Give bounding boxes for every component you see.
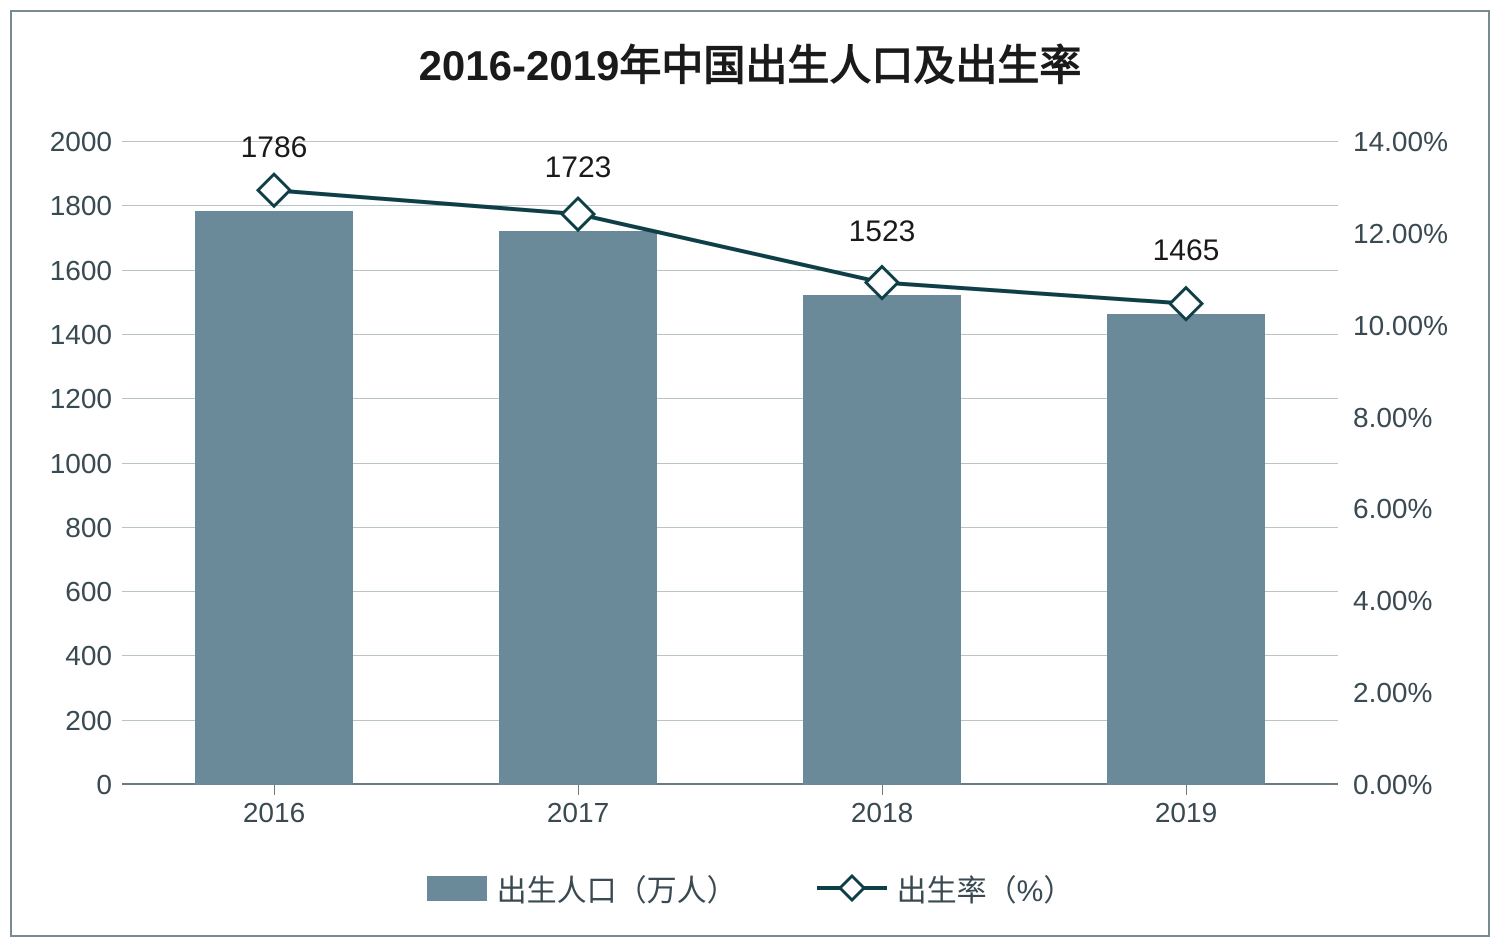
chart-container: 2016-2019年中国出生人口及出生率 0200400600800100012… [0, 0, 1500, 947]
legend-bar-label: 出生人口（万人） [497, 866, 737, 910]
y-left-tick-label: 1000 [50, 448, 122, 480]
legend-bar-swatch [427, 876, 487, 901]
y-left-tick-label: 1200 [50, 383, 122, 415]
y-right-tick-label: 4.00% [1338, 585, 1432, 617]
line-marker-diamond-icon [258, 174, 290, 206]
y-left-tick-label: 200 [65, 705, 122, 737]
x-tick-label: 2018 [851, 785, 913, 829]
legend-item-bar: 出生人口（万人） [427, 866, 737, 910]
x-tick-label: 2016 [243, 785, 305, 829]
legend: 出生人口（万人） 出生率（%） [12, 866, 1488, 910]
x-tick-label: 2017 [547, 785, 609, 829]
line-marker-diamond-icon [562, 198, 594, 230]
x-tick-label: 2019 [1155, 785, 1217, 829]
legend-line-swatch [817, 873, 887, 903]
y-left-tick-label: 1400 [50, 319, 122, 351]
y-right-tick-label: 6.00% [1338, 493, 1432, 525]
y-right-tick-label: 14.00% [1338, 126, 1448, 158]
y-left-tick-label: 800 [65, 512, 122, 544]
line-marker-diamond-icon [866, 267, 898, 299]
y-left-tick-label: 2000 [50, 126, 122, 158]
y-right-tick-label: 8.00% [1338, 402, 1432, 434]
line-marker-diamond-icon [1170, 288, 1202, 320]
chart-frame: 2016-2019年中国出生人口及出生率 0200400600800100012… [10, 10, 1490, 937]
y-right-tick-label: 10.00% [1338, 310, 1448, 342]
y-left-tick-label: 1800 [50, 190, 122, 222]
line-markers [122, 142, 1338, 785]
y-left-tick-label: 0 [96, 769, 122, 801]
y-right-tick-label: 2.00% [1338, 677, 1432, 709]
legend-item-line: 出生率（%） [817, 866, 1074, 910]
chart-title: 2016-2019年中国出生人口及出生率 [12, 12, 1488, 93]
legend-line-label: 出生率（%） [897, 866, 1074, 910]
y-left-tick-label: 600 [65, 576, 122, 608]
y-left-tick-label: 1600 [50, 255, 122, 287]
y-right-tick-label: 12.00% [1338, 218, 1448, 250]
y-left-tick-label: 400 [65, 640, 122, 672]
plot-area: 02004006008001000120014001600180020000.0… [122, 142, 1338, 785]
y-right-tick-label: 0.00% [1338, 769, 1432, 801]
